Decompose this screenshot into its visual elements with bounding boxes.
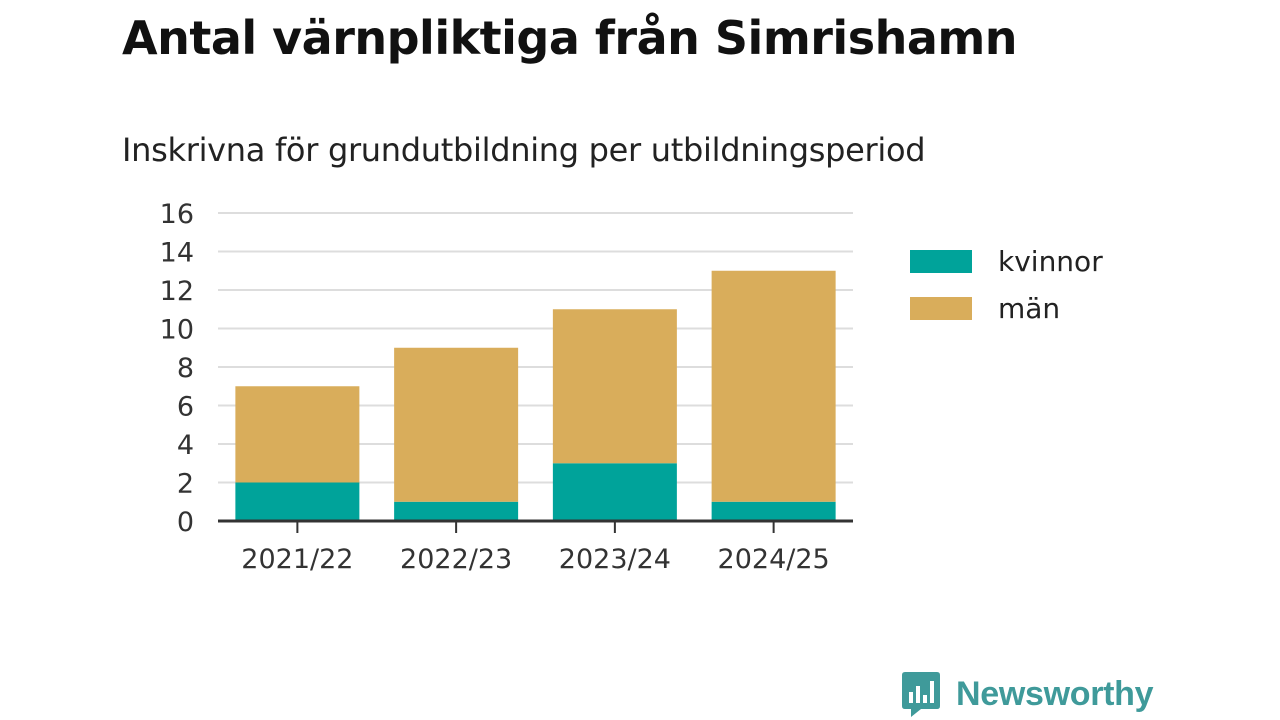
bar-kvinnor-2021-22 xyxy=(235,482,360,521)
legend-item-man: män xyxy=(910,285,1103,332)
chart-title: Antal värnpliktiga från Simrishamn xyxy=(122,11,1018,65)
bar-man-2022-23 xyxy=(394,347,519,502)
bar-man-2023-24 xyxy=(552,309,677,464)
y-tick-label-14: 14 xyxy=(160,238,194,269)
y-tick-label-10: 10 xyxy=(160,315,194,346)
y-tick-label-16: 16 xyxy=(160,199,194,230)
y-tick-label-6: 6 xyxy=(177,392,194,423)
y-tick-label-2: 2 xyxy=(177,469,194,500)
bar-kvinnor-2022-23 xyxy=(394,501,519,521)
logo-text: Newsworthy xyxy=(956,674,1154,713)
legend-label-man: män xyxy=(998,292,1061,325)
y-tick-label-12: 12 xyxy=(160,276,194,307)
x-tick-label-2022-23: 2022/23 xyxy=(400,544,512,575)
x-tick-label-2023-24: 2023/24 xyxy=(559,544,671,575)
bar-kvinnor-2024-25 xyxy=(711,501,836,521)
x-tick-label-2021-22: 2021/22 xyxy=(241,544,353,575)
bar-man-2024-25 xyxy=(711,270,836,502)
chart-subtitle: Inskrivna för grundutbildning per utbild… xyxy=(122,131,926,169)
x-tick-label-2024-25: 2024/25 xyxy=(718,544,830,575)
legend-swatch-kvinnor xyxy=(910,250,972,273)
y-tick-label-4: 4 xyxy=(177,430,194,461)
legend-item-kvinnor: kvinnor xyxy=(910,238,1103,285)
legend-label-kvinnor: kvinnor xyxy=(998,245,1103,278)
bar-kvinnor-2023-24 xyxy=(552,463,677,521)
y-tick-label-0: 0 xyxy=(177,507,194,538)
newsworthy-logo: Newsworthy xyxy=(901,670,1154,718)
bar-man-2021-22 xyxy=(235,386,360,483)
y-tick-label-8: 8 xyxy=(177,353,194,384)
legend-swatch-man xyxy=(910,297,972,320)
bar-chart-speech-bubble-icon xyxy=(902,672,940,717)
legend: kvinnor män xyxy=(910,238,1103,332)
